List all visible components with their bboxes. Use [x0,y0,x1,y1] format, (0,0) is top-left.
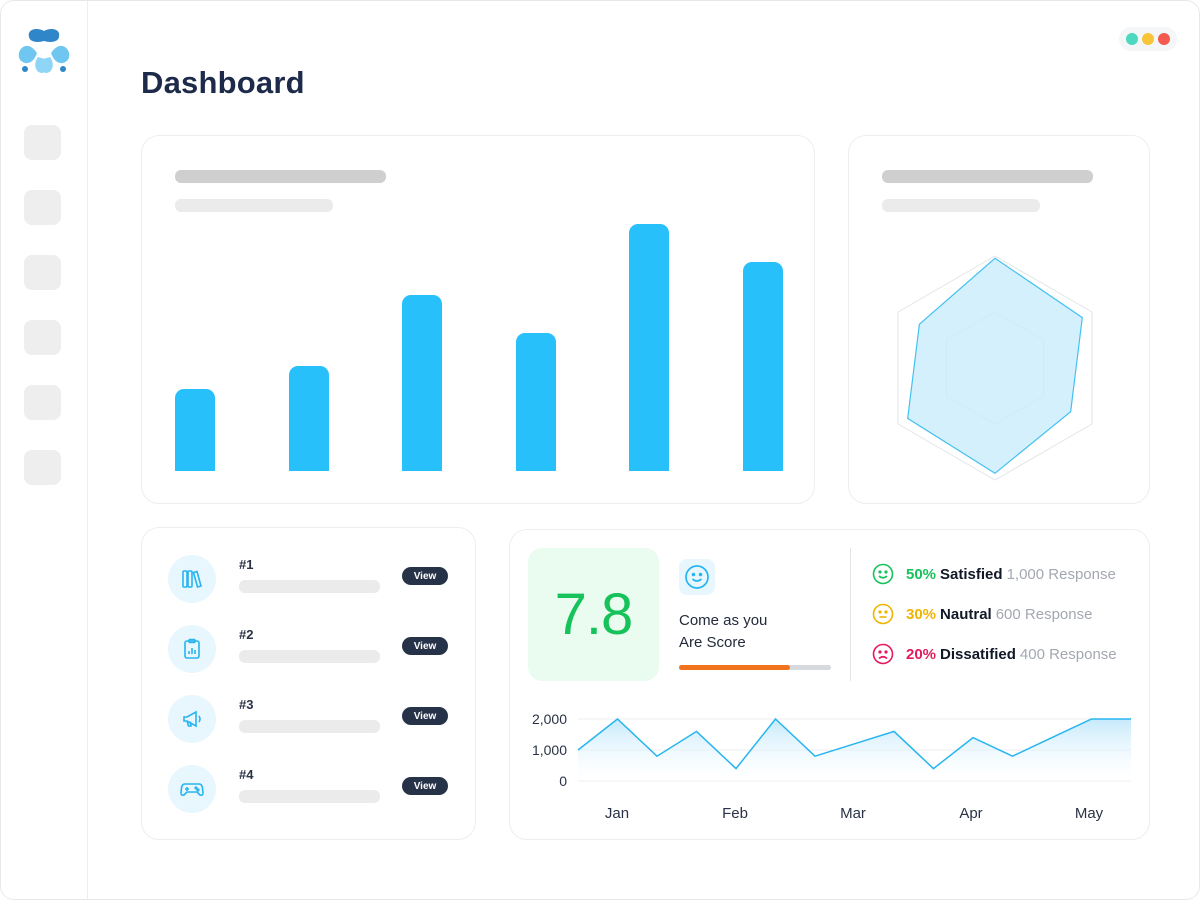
bar [288,366,329,471]
clipboard-chart-icon [168,625,216,673]
neutral-face-icon [872,603,894,625]
card-subtitle-placeholder [175,199,333,212]
list-item: #3 View [168,695,458,745]
list-item-number: #1 [239,557,254,572]
score-progress-bar [679,665,831,670]
score-card: 7.8 Come as you Are Score 50% Satisfied … [509,529,1150,840]
smile-icon [679,559,715,595]
score-progress-fill [679,665,790,670]
nav-item[interactable] [24,320,61,355]
view-button[interactable]: View [402,707,448,725]
score-label-line2: Are Score [679,634,746,651]
divider [850,548,851,681]
happy-face-icon [872,563,894,585]
bar [629,224,670,471]
logo [18,29,70,73]
list-item: #2 View [168,625,458,675]
response-count: 600 Response [995,605,1093,623]
score-box: 7.8 [528,548,659,681]
nav-item[interactable] [24,385,61,420]
window-controls [1119,27,1177,51]
response-label: Satisfied [940,565,1003,583]
list-card: #1 View #2 View #3 View #4 View [141,527,476,840]
bar-chart-card [141,135,815,504]
list-item-number: #4 [239,767,254,782]
megaphone-icon [168,695,216,743]
list-item: #4 View [168,765,458,815]
radar-series [907,257,1083,475]
response-percent: 30% [906,605,937,623]
score-label: Come as you Are Score [679,610,767,654]
card-title-placeholder [175,170,386,183]
radar-chart [897,255,1093,481]
list-item-placeholder [239,720,380,733]
x-tick-label: Jan [605,805,629,822]
x-tick-label: Feb [722,805,748,822]
card-subtitle-placeholder [882,199,1040,212]
list-item-number: #2 [239,627,254,642]
line-chart: 2,000 1,000 0 Jan Feb Mar Apr May [532,711,1131,822]
bar [743,262,783,471]
radar-grid-ring [897,255,1093,481]
response-label: Nautral [940,605,992,623]
response-satisfied: 50% Satisfied 1,000 Response [872,562,1116,586]
y-tick-label: 0 [559,773,567,789]
card-title-placeholder [882,170,1093,183]
nav-item[interactable] [24,125,61,160]
list-item-number: #3 [239,697,254,712]
radar-chart-card [848,135,1150,504]
nav-item[interactable] [24,190,61,225]
nav-item[interactable] [24,255,61,290]
sidebar [1,1,88,899]
window-dot-green[interactable] [1126,33,1138,45]
nav-item[interactable] [24,450,61,485]
list-item: #1 View [168,555,458,605]
window-dot-yellow[interactable] [1142,33,1154,45]
x-tick-label: Apr [959,805,982,822]
x-tick-label: Mar [840,805,866,822]
x-tick-label: May [1075,805,1104,822]
view-button[interactable]: View [402,637,448,655]
list-item-placeholder [239,650,380,663]
response-percent: 20% [906,645,937,663]
response-count: 1,000 Response [1006,565,1116,583]
response-label: Dissatified [940,645,1016,663]
list-item-placeholder [239,790,380,803]
response-percent: 50% [906,565,937,583]
y-tick-label: 2,000 [532,711,567,727]
bar [175,389,215,471]
books-icon [168,555,216,603]
score-value: 7.8 [554,582,634,647]
list-item-placeholder [239,580,380,593]
response-dissatisfied: 20% Dissatified 400 Response [872,642,1117,666]
bar [515,333,556,471]
series-line [577,717,1131,770]
area-fill [578,719,1131,781]
window-dot-red[interactable] [1158,33,1170,45]
gamepad-icon [168,765,216,813]
y-tick-label: 1,000 [532,742,567,758]
score-label-line1: Come as you [679,612,768,629]
response-neutral: 30% Nautral 600 Response [872,602,1092,626]
view-button[interactable]: View [402,777,448,795]
sad-face-icon [872,643,894,665]
view-button[interactable]: View [402,567,448,585]
response-count: 400 Response [1019,645,1117,663]
bar [402,295,443,471]
page-title: Dashboard [141,65,305,100]
